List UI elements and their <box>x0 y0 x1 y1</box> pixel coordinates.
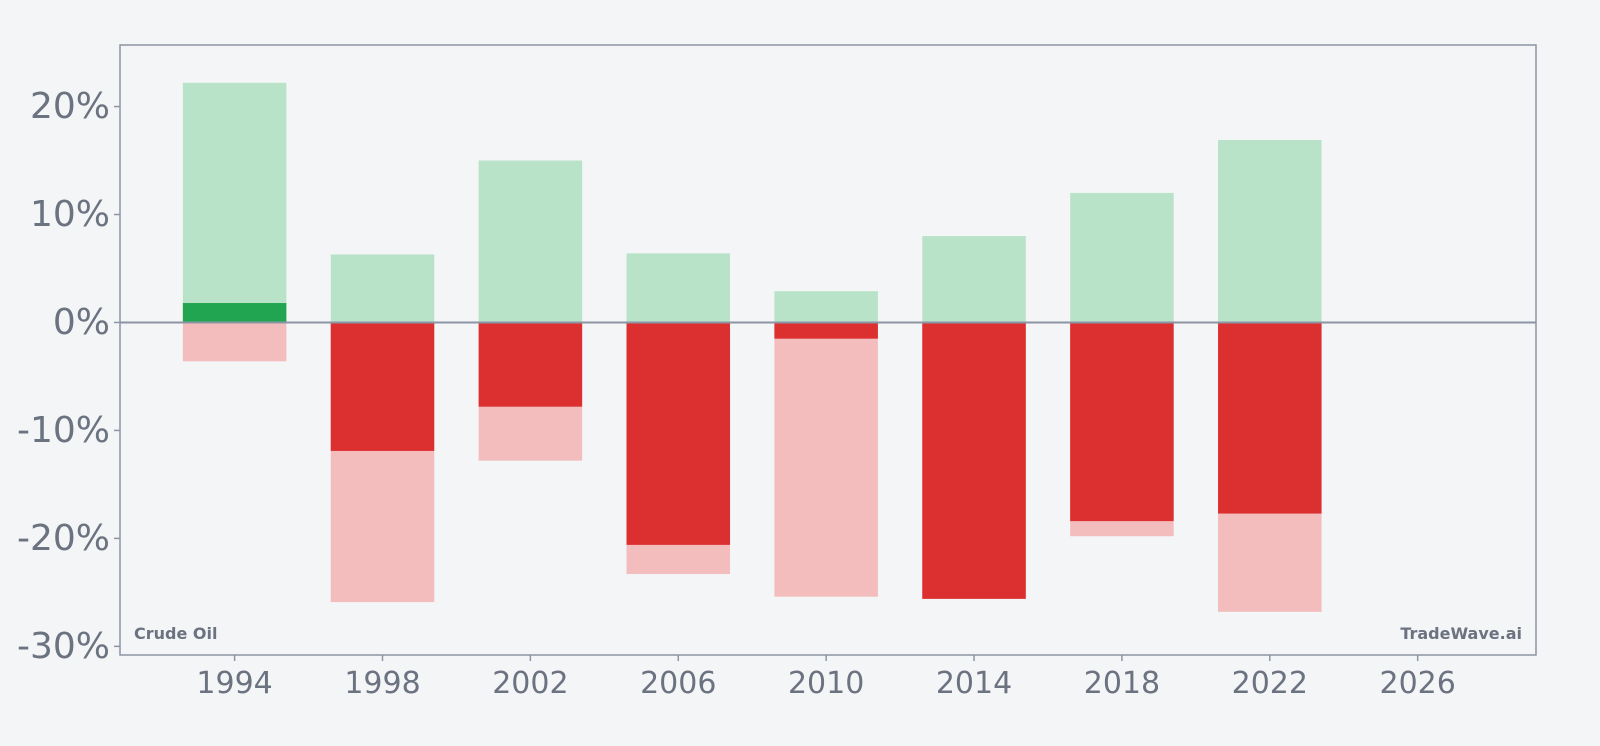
return-bar-2014 <box>922 322 1026 599</box>
range-high-bar-2022 <box>1218 140 1322 323</box>
asset-label: Crude Oil <box>134 624 217 643</box>
y-tick-label: 0% <box>53 302 110 343</box>
y-axis: 20% 10% 0% -10% -20% -30% <box>17 86 120 667</box>
x-axis: 1994 1998 2002 2006 2010 2014 2018 2022 2026 <box>196 655 1456 701</box>
range-high-bar-2002 <box>478 160 583 323</box>
x-tick-label: 2010 <box>788 666 864 701</box>
range-high-bar-1994 <box>182 82 287 323</box>
range-high-bar-2010 <box>774 291 878 323</box>
bars-group <box>182 82 1322 612</box>
x-tick-label: 2014 <box>936 666 1012 701</box>
range-high-bar-2006 <box>626 253 731 323</box>
return-bar-2010 <box>774 322 878 339</box>
return-bar-2006 <box>626 322 731 545</box>
x-tick-label: 2022 <box>1232 666 1308 701</box>
x-tick-label: 1994 <box>196 666 272 701</box>
return-bar-1994 <box>182 303 287 323</box>
x-tick-label: 2018 <box>1084 666 1160 701</box>
x-tick-label: 1998 <box>344 666 420 701</box>
y-tick-label: 20% <box>30 86 110 127</box>
return-bar-2002 <box>478 322 583 407</box>
y-tick-label: 10% <box>30 194 110 235</box>
watermark: TradeWave.ai <box>1400 624 1522 643</box>
y-tick-label: -30% <box>17 626 110 667</box>
x-tick-label: 2006 <box>640 666 716 701</box>
x-tick-label: 2002 <box>492 666 568 701</box>
plot-frame <box>119 44 1537 656</box>
return-bar-1998 <box>330 322 435 451</box>
range-low-bar-2010 <box>774 322 878 597</box>
range-high-bar-2018 <box>1070 192 1174 323</box>
range-high-bar-1998 <box>330 254 435 323</box>
range-low-bar-1994 <box>182 322 287 362</box>
range-high-bar-2014 <box>922 236 1026 323</box>
return-bar-2022 <box>1218 322 1322 514</box>
return-bar-2018 <box>1070 322 1174 522</box>
y-tick-label: -10% <box>17 410 110 451</box>
x-tick-label: 2026 <box>1380 666 1456 701</box>
y-tick-label: -20% <box>17 518 110 559</box>
